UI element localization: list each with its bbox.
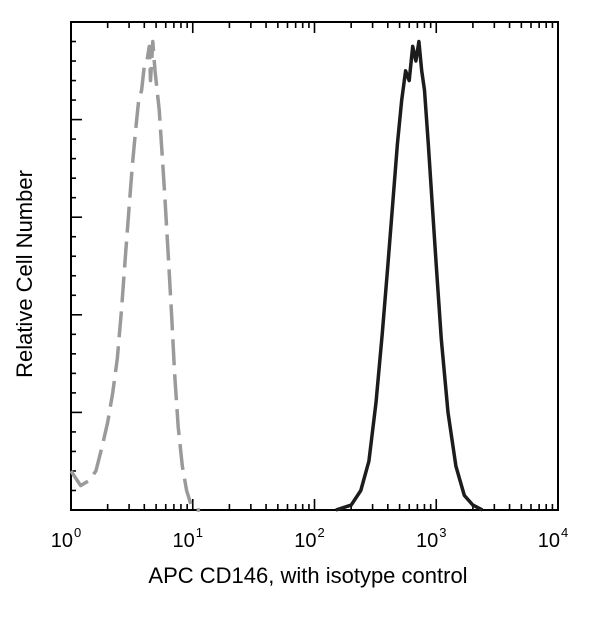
x-tick-labels: 10 0 10 1 10 2 10 3 10 4 <box>51 525 568 552</box>
x-tick-label: 10 4 <box>538 525 568 552</box>
x-tick-label-base: 10 <box>538 530 560 552</box>
x-tick-label: 10 0 <box>51 525 81 552</box>
x-axis-title: APC CD146, with isotype control <box>148 563 467 588</box>
plot-frame <box>70 21 559 511</box>
histogram-series-2 <box>335 39 484 512</box>
x-tick-label: 10 2 <box>294 525 324 552</box>
x-tick-label: 10 1 <box>173 525 203 552</box>
y-axis-title: Relative Cell Number <box>12 170 37 378</box>
x-tick-label-exponent: 4 <box>561 525 568 540</box>
axis-ticks <box>70 21 559 511</box>
series-layer <box>69 39 484 512</box>
x-tick-label-exponent: 2 <box>318 525 325 540</box>
x-tick-label-base: 10 <box>294 530 316 552</box>
x-tick-label-base: 10 <box>416 530 438 552</box>
x-tick-label-base: 10 <box>173 530 195 552</box>
x-tick-label-base: 10 <box>51 530 73 552</box>
x-tick-label-exponent: 1 <box>196 525 203 540</box>
x-tick-label: 10 3 <box>416 525 446 552</box>
x-tick-label-exponent: 0 <box>74 525 81 540</box>
x-tick-label-exponent: 3 <box>439 525 446 540</box>
histogram-series-1 <box>69 39 201 512</box>
